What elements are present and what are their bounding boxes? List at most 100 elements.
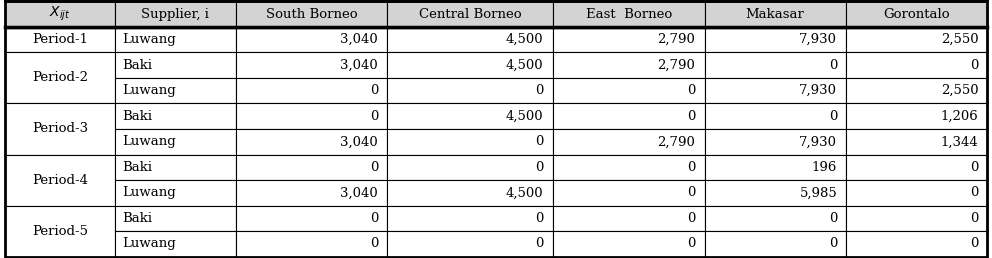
Bar <box>554 129 704 155</box>
Text: 7,930: 7,930 <box>800 135 837 148</box>
Bar <box>846 231 987 257</box>
Text: Supplier, i: Supplier, i <box>142 7 209 21</box>
Bar <box>236 155 387 180</box>
Bar <box>115 1 236 27</box>
Bar <box>846 129 987 155</box>
Text: 4,500: 4,500 <box>506 186 544 199</box>
Bar <box>236 231 387 257</box>
Text: Baki: Baki <box>122 110 152 123</box>
Bar <box>387 1 554 27</box>
Bar <box>236 180 387 206</box>
Text: Luwang: Luwang <box>122 135 176 148</box>
Bar <box>554 231 704 257</box>
Bar <box>554 103 704 129</box>
Text: Period-1: Period-1 <box>32 33 88 46</box>
Text: Luwang: Luwang <box>122 84 176 97</box>
Text: 0: 0 <box>970 59 978 72</box>
Bar <box>236 1 387 27</box>
Bar <box>704 78 846 103</box>
Text: 4,500: 4,500 <box>506 59 544 72</box>
Text: Baki: Baki <box>122 59 152 72</box>
Bar <box>5 1 115 27</box>
Text: 0: 0 <box>687 212 695 225</box>
Text: 2,790: 2,790 <box>658 33 695 46</box>
Bar <box>704 206 846 231</box>
Text: 196: 196 <box>811 161 837 174</box>
Bar <box>554 52 704 78</box>
Text: Luwang: Luwang <box>122 237 176 251</box>
Text: 0: 0 <box>829 59 837 72</box>
Bar <box>554 27 704 52</box>
Text: 0: 0 <box>970 237 978 251</box>
Bar <box>704 52 846 78</box>
Text: 2,550: 2,550 <box>941 84 978 97</box>
Text: 7,930: 7,930 <box>800 84 837 97</box>
Bar <box>387 180 554 206</box>
Text: 0: 0 <box>370 237 378 251</box>
Text: Luwang: Luwang <box>122 186 176 199</box>
Bar <box>236 103 387 129</box>
Bar <box>554 1 704 27</box>
Text: 0: 0 <box>535 135 544 148</box>
Bar <box>115 180 236 206</box>
Text: 0: 0 <box>535 161 544 174</box>
Bar <box>115 231 236 257</box>
Text: Central Borneo: Central Borneo <box>419 7 522 21</box>
Text: Makasar: Makasar <box>746 7 805 21</box>
Text: 0: 0 <box>687 110 695 123</box>
Bar <box>846 52 987 78</box>
Text: 2,790: 2,790 <box>658 59 695 72</box>
Bar <box>554 155 704 180</box>
Text: 3,040: 3,040 <box>340 186 378 199</box>
Bar <box>115 27 236 52</box>
Bar <box>846 206 987 231</box>
Bar <box>115 52 236 78</box>
Bar <box>387 206 554 231</box>
Text: 0: 0 <box>687 84 695 97</box>
Text: East  Borneo: East Borneo <box>585 7 672 21</box>
Text: 0: 0 <box>829 212 837 225</box>
Bar <box>5 52 115 103</box>
Bar <box>236 27 387 52</box>
Text: $X_{ijt}$: $X_{ijt}$ <box>49 5 70 23</box>
Bar <box>554 180 704 206</box>
Bar <box>115 155 236 180</box>
Bar <box>554 206 704 231</box>
Text: 2,550: 2,550 <box>941 33 978 46</box>
Bar <box>387 78 554 103</box>
Text: 3,040: 3,040 <box>340 59 378 72</box>
Bar <box>236 52 387 78</box>
Bar <box>115 129 236 155</box>
Text: 7,930: 7,930 <box>800 33 837 46</box>
Bar <box>115 78 236 103</box>
Bar <box>846 155 987 180</box>
Bar <box>846 180 987 206</box>
Text: Period-4: Period-4 <box>32 174 88 187</box>
Bar <box>704 180 846 206</box>
Text: 5,985: 5,985 <box>800 186 837 199</box>
Bar <box>846 1 987 27</box>
Text: 4,500: 4,500 <box>506 110 544 123</box>
Text: 0: 0 <box>970 186 978 199</box>
Bar <box>115 103 236 129</box>
Text: 0: 0 <box>829 110 837 123</box>
Bar <box>704 155 846 180</box>
Bar <box>5 206 115 257</box>
Text: 0: 0 <box>687 161 695 174</box>
Text: Luwang: Luwang <box>122 33 176 46</box>
Text: Period-2: Period-2 <box>32 71 88 84</box>
Text: 0: 0 <box>970 212 978 225</box>
Bar <box>704 27 846 52</box>
Bar <box>704 129 846 155</box>
Bar <box>387 129 554 155</box>
Text: 2,790: 2,790 <box>658 135 695 148</box>
Text: 1,206: 1,206 <box>940 110 978 123</box>
Text: Baki: Baki <box>122 212 152 225</box>
Text: 4,500: 4,500 <box>506 33 544 46</box>
Text: 1,344: 1,344 <box>940 135 978 148</box>
Bar <box>704 231 846 257</box>
Text: 3,040: 3,040 <box>340 135 378 148</box>
Bar <box>387 27 554 52</box>
Bar <box>554 78 704 103</box>
Text: Period-3: Period-3 <box>32 123 88 135</box>
